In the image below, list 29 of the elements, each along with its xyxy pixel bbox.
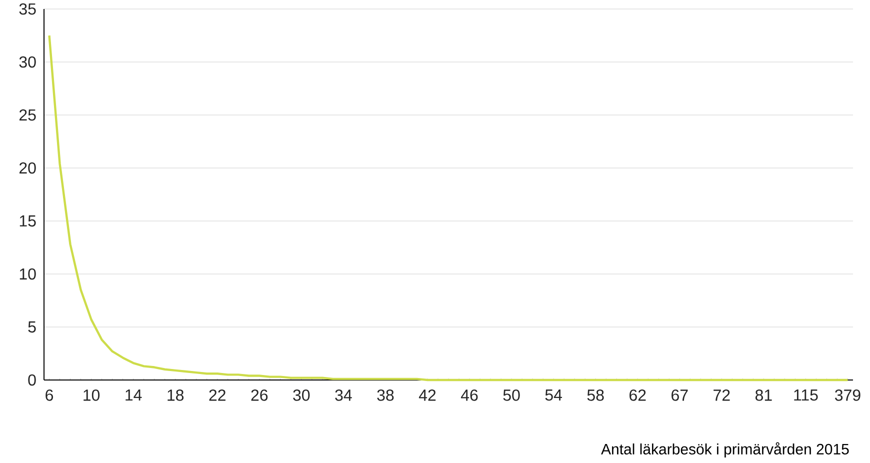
y-tick-label: 5	[28, 321, 36, 333]
y-tick-label: 20	[19, 162, 36, 174]
y-tick-label: 30	[19, 56, 36, 68]
x-tick-label: 115	[794, 390, 818, 401]
x-tick-label: 62	[630, 390, 646, 401]
x-tick-label: 67	[672, 390, 688, 401]
x-tick-label: 30	[293, 390, 310, 401]
x-tick-label: 10	[84, 390, 100, 401]
x-tick-label: 38	[377, 390, 394, 401]
x-tick-label: 18	[168, 390, 184, 401]
y-tick-label: 15	[20, 215, 36, 227]
x-tick-label: 26	[251, 390, 268, 401]
y-tick-label: 0	[28, 374, 36, 386]
x-tick-label: 22	[209, 390, 226, 401]
x-tick-label: 379	[835, 390, 860, 401]
x-tick-label: 42	[418, 390, 436, 401]
x-tick-label: 6	[46, 390, 54, 401]
x-tick-label: 50	[503, 390, 520, 401]
x-tick-label: 14	[126, 390, 142, 401]
y-tick-label: 35	[19, 3, 36, 15]
x-tick-label: 34	[335, 390, 352, 401]
x-tick-label: 72	[714, 390, 730, 401]
x-tick-label: 54	[545, 390, 562, 401]
y-tick-label: 10	[20, 268, 36, 280]
x-tick-label: 46	[460, 390, 478, 401]
x-axis-title: Antal läkarbesök i primärvården 2015	[601, 442, 849, 458]
y-tick-label: 25	[19, 109, 36, 121]
x-tick-label: 81	[755, 390, 772, 401]
x-tick-label: 58	[587, 390, 604, 401]
